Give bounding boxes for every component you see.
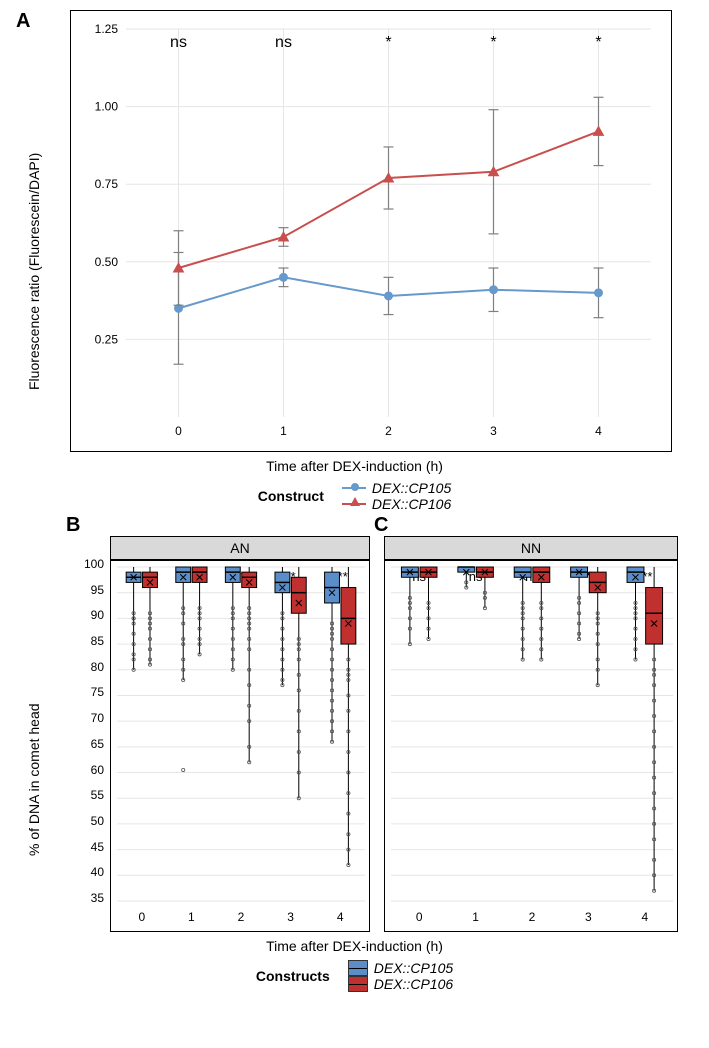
legend-bc-item-label: DEX::CP106 bbox=[374, 976, 453, 992]
svg-text:3: 3 bbox=[287, 910, 294, 924]
svg-text:1: 1 bbox=[472, 910, 479, 924]
svg-text:1: 1 bbox=[188, 910, 195, 924]
svg-text:ns: ns bbox=[170, 34, 187, 51]
svg-text:3: 3 bbox=[490, 424, 497, 438]
svg-text:0: 0 bbox=[138, 910, 145, 924]
legend-bc-item-label: DEX::CP105 bbox=[374, 960, 453, 976]
boxplot-panel: 0ns1ns2ns3***4*** bbox=[384, 560, 678, 932]
svg-text:ns: ns bbox=[275, 34, 292, 51]
svg-text:0.25: 0.25 bbox=[95, 332, 119, 346]
svg-text:0.50: 0.50 bbox=[95, 255, 119, 269]
facet-header: NN bbox=[384, 536, 678, 560]
panel-bc-xlabel: Time after DEX-induction (h) bbox=[266, 938, 443, 954]
legend-a: Construct DEX::CP105DEX::CP106 bbox=[10, 480, 699, 512]
svg-text:*: * bbox=[595, 34, 601, 51]
panel-b-label: B bbox=[66, 514, 80, 537]
panel-a-xlabel: Time after DEX-induction (h) bbox=[266, 458, 443, 474]
svg-text:4: 4 bbox=[641, 910, 648, 924]
svg-text:*: * bbox=[385, 34, 391, 51]
panel-a-ylabel: Fluorescence ratio (Fluorescein/DAPI) bbox=[26, 153, 42, 390]
svg-text:2: 2 bbox=[238, 910, 245, 924]
legend-a-item: DEX::CP105 bbox=[342, 480, 451, 496]
facet-header: AN bbox=[110, 536, 370, 560]
svg-text:2: 2 bbox=[385, 424, 392, 438]
svg-text:*: * bbox=[490, 34, 496, 51]
svg-text:1.00: 1.00 bbox=[95, 100, 119, 114]
svg-text:1.25: 1.25 bbox=[95, 22, 119, 36]
legend-a-item: DEX::CP106 bbox=[342, 496, 451, 512]
panel-c-label: C bbox=[374, 514, 388, 537]
legend-a-item-label: DEX::CP106 bbox=[372, 496, 451, 512]
legend-bc: Constructs DEX::CP105DEX::CP106 bbox=[10, 960, 699, 992]
svg-text:0: 0 bbox=[416, 910, 423, 924]
legend-a-title: Construct bbox=[258, 488, 324, 504]
svg-text:2: 2 bbox=[529, 910, 536, 924]
svg-text:3: 3 bbox=[585, 910, 592, 924]
svg-text:4: 4 bbox=[337, 910, 344, 924]
legend-bc-item: DEX::CP105 bbox=[348, 960, 453, 976]
boxplot-panel: 0ns1ns2**3**4*** bbox=[110, 560, 370, 932]
svg-text:0.75: 0.75 bbox=[95, 177, 119, 191]
panel-a-plot: 0.25 0.50 0.75 1.00 1.25 0 1 2 3 4 ns ns * * * bbox=[70, 10, 672, 452]
panel-bc-ylabel: % of DNA in comet head bbox=[26, 703, 42, 856]
legend-bc-item: DEX::CP106 bbox=[348, 976, 453, 992]
svg-text:1: 1 bbox=[280, 424, 287, 438]
svg-text:0: 0 bbox=[175, 424, 182, 438]
svg-text:4: 4 bbox=[595, 424, 602, 438]
legend-bc-title: Constructs bbox=[256, 968, 330, 984]
legend-a-item-label: DEX::CP105 bbox=[372, 480, 451, 496]
